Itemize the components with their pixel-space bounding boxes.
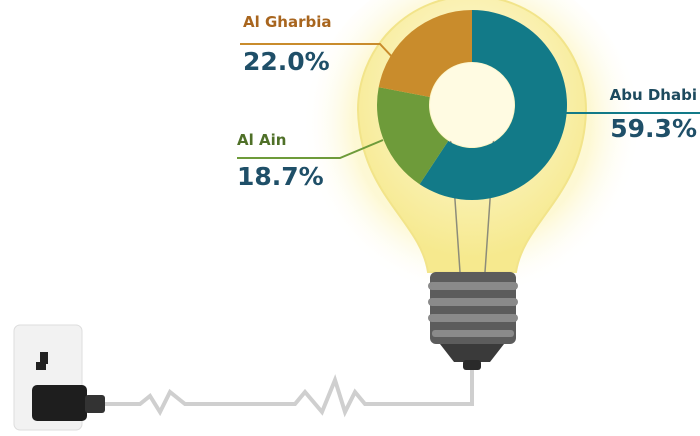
socket <box>428 272 518 370</box>
chart: Abu Dhabi 59.3% Al Ain 18.7% Al Gharbia 22.0% <box>0 0 700 436</box>
value-label: 18.7% <box>237 162 324 191</box>
cord <box>100 370 472 412</box>
category-label: Abu Dhabi <box>610 86 697 104</box>
value-label: 59.3% <box>610 114 697 143</box>
category-label: Al Ain <box>237 131 286 149</box>
outlet <box>14 325 105 430</box>
donut <box>377 10 567 200</box>
donut-hole <box>430 63 514 147</box>
value-label: 22.0% <box>243 47 330 76</box>
category-label: Al Gharbia <box>243 13 331 31</box>
